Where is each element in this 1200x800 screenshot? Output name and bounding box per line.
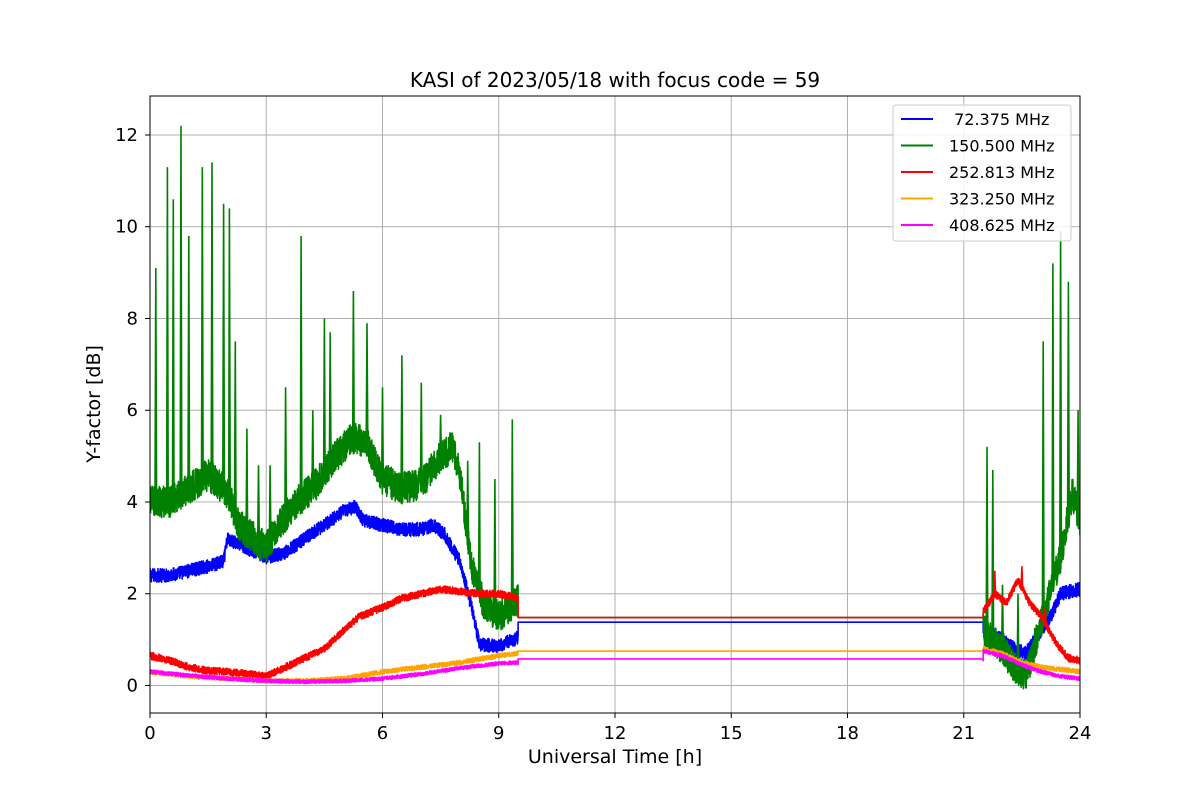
series-line — [150, 648, 1080, 685]
series-spike — [328, 332, 332, 465]
series-spike — [322, 318, 326, 473]
y-tick-label: 4 — [127, 492, 138, 513]
x-tick-label: 15 — [720, 723, 743, 744]
x-tick-label: 0 — [144, 723, 155, 744]
y-tick-label: 6 — [127, 400, 138, 421]
series-spike — [154, 267, 158, 503]
legend-label: 323.250 MHz — [949, 190, 1054, 209]
x-tick-label: 18 — [836, 723, 859, 744]
legend-box — [892, 104, 1072, 242]
series-spike — [165, 167, 169, 503]
series-spike — [991, 469, 995, 640]
series-spike — [245, 428, 249, 532]
series-spike — [365, 323, 369, 443]
series-line — [150, 577, 1080, 681]
y-tick-label: 10 — [115, 217, 138, 238]
x-axis-label: Universal Time [h] — [528, 746, 702, 768]
x-tick-label: 6 — [377, 723, 388, 744]
y-tick-label: 12 — [115, 125, 138, 146]
series-spike — [1051, 263, 1055, 583]
series-spike — [187, 235, 191, 489]
legend-label: 150.500 MHz — [949, 137, 1054, 156]
series-spike — [439, 414, 443, 457]
series-spike — [477, 442, 481, 591]
series-spike — [227, 208, 231, 499]
series-spike — [985, 446, 989, 635]
series-spike — [268, 465, 272, 541]
series-spike — [233, 341, 237, 515]
series-spike — [1000, 584, 1005, 649]
series-spike — [222, 203, 226, 490]
series-spike — [210, 162, 214, 479]
series-spike — [311, 410, 315, 488]
y-tick-label: 8 — [127, 308, 138, 329]
series-spike — [466, 460, 470, 536]
x-tick-label: 21 — [952, 723, 975, 744]
series-spike — [510, 419, 514, 604]
series-spike — [284, 387, 288, 516]
series-spike — [1020, 566, 1024, 588]
series-spike — [1016, 593, 1020, 671]
series-spike — [351, 290, 355, 439]
series-spike — [400, 355, 404, 489]
legend-label: 408.625 MHz — [949, 216, 1054, 235]
y-tick-label: 2 — [127, 584, 138, 605]
series-spike — [493, 478, 497, 614]
y-tick-label: 0 — [127, 675, 138, 696]
legend-label: 72.375 MHz — [949, 110, 1049, 129]
series-spike — [299, 235, 303, 499]
series-spike — [1066, 281, 1070, 515]
series-spike — [419, 382, 423, 484]
series-spike — [256, 465, 261, 542]
series-spike — [171, 199, 175, 500]
series-spike — [1059, 231, 1063, 558]
series-layer — [150, 125, 1080, 690]
series-spike — [1076, 410, 1080, 514]
x-tick-label: 12 — [604, 723, 627, 744]
x-tick-label: 3 — [261, 723, 272, 744]
y-axis-label: Y-factor [dB] — [83, 345, 105, 464]
x-tick-label: 24 — [1069, 723, 1092, 744]
series-spike — [993, 570, 997, 594]
series-spike — [1041, 341, 1045, 615]
chart-title: KASI of 2023/05/18 with focus code = 59 — [410, 68, 820, 92]
series-spike — [380, 387, 385, 480]
series-spike — [179, 125, 183, 494]
legend-label: 252.813 MHz — [949, 163, 1054, 182]
series-spike — [1043, 607, 1047, 624]
legend: 72.375 MHz 150.500 MHz 252.813 MHz 323.250 … — [892, 104, 1072, 242]
x-tick-label: 9 — [493, 723, 504, 744]
series-spike — [200, 167, 204, 479]
